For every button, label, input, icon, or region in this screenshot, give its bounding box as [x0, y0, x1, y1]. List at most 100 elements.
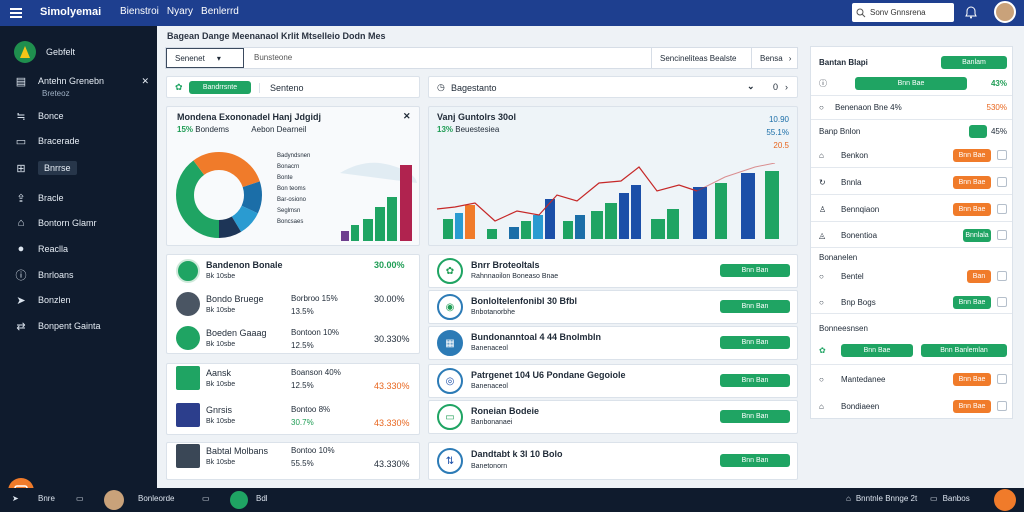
person-col3: 13.5% — [291, 307, 314, 316]
breadcrumb: Bagean Dange Meenanaol Krlit Mtselleio D… — [167, 31, 386, 41]
bell-icon[interactable] — [964, 5, 978, 19]
taskbar-label-2[interactable]: Bonleorde — [138, 494, 175, 503]
checkbox[interactable] — [997, 374, 1007, 384]
right-panel-item-button[interactable]: Bnn Bae — [953, 175, 991, 189]
sidebar-item-6[interactable]: ● Reaclla — [14, 241, 149, 257]
task-action-button[interactable]: Bnn Ban — [720, 300, 790, 313]
sidebar-item-3[interactable]: ⊞ Bnrrse — [14, 160, 149, 176]
sidebar-item-4[interactable]: ⇪ Bracle — [14, 190, 149, 206]
right-panel-item-button[interactable]: Ban — [967, 269, 991, 283]
sidebar-item-7[interactable]: ⓘ Bnrloans — [14, 267, 149, 283]
sidebar-item-8[interactable]: ➤ Bonzlen — [14, 292, 149, 308]
close-icon[interactable]: ✕ — [141, 75, 149, 86]
filter-bar-right: ◷ Bagestanto ⌄ 0 › — [428, 76, 798, 98]
nav-link-2[interactable]: Nyary — [166, 6, 194, 17]
top-bar: Simolyemai Bienstroi Nyary Benlerrd Sonv… — [0, 0, 1024, 26]
task-title[interactable]: Patrgenet 104 U6 Pondane Gegoiole — [471, 370, 626, 380]
taskbar-label-3[interactable]: Bdl — [256, 494, 268, 503]
person-name[interactable]: Babtal Molbans — [206, 446, 269, 456]
nav-link-1[interactable]: Bienstroi — [120, 6, 159, 17]
send-icon: ➤ — [16, 294, 26, 307]
checkbox[interactable] — [997, 230, 1007, 240]
bar-chart-card: Vanj Guntolrs 30ol 13% Beuestesiea 10.90… — [428, 106, 798, 246]
taskbar-avatar[interactable] — [104, 490, 124, 510]
checkbox[interactable] — [997, 150, 1007, 160]
task-action-button[interactable]: Bnn Ban — [720, 454, 790, 467]
task-title[interactable]: Dandtabt k 3l 10 Bolo — [471, 449, 563, 459]
sidebar-item-5[interactable]: ⌂ Bontorn Glamr — [14, 215, 149, 231]
close-icon[interactable]: ✕ — [403, 111, 411, 121]
sidebar-item-9[interactable]: ⇄ Bonpent Gainta — [14, 318, 149, 334]
app-brand: Simolyemai — [40, 6, 102, 18]
chevron-right-icon[interactable]: › — [785, 82, 788, 92]
sidebar-item-label: Bonzlen — [38, 295, 71, 305]
taskbar-item-1[interactable]: ➤ — [12, 494, 19, 503]
nav-link-3[interactable]: Benlerrd — [201, 6, 239, 17]
task-title[interactable]: Roneian Bodeie — [471, 406, 540, 416]
taskbar-app-icon[interactable] — [230, 491, 248, 509]
right-panel-title: Bantan Blapi — [819, 57, 868, 67]
sidebar-item-label: Reaclla — [38, 244, 69, 254]
right-panel-item-button[interactable]: Bnn Bae — [953, 148, 991, 162]
chart1-legend: Badyndsnen Bonacrn Bonte Bon teoms Bar-o… — [277, 151, 310, 228]
taskbar-fab[interactable] — [994, 489, 1016, 511]
section3-button-1[interactable]: Bnn Bae — [841, 343, 913, 357]
sidebar-item-2[interactable]: ▭ Bracerade — [14, 133, 149, 149]
filter-field[interactable]: Bunsteone — [254, 53, 293, 62]
right-panel-item-button[interactable]: Bnn Bae — [953, 399, 991, 413]
task-action-button[interactable]: Bnn Ban — [720, 374, 790, 387]
checkbox[interactable] — [997, 297, 1007, 307]
right-panel-item-button[interactable]: Bnnlala — [963, 228, 991, 242]
task-action-button[interactable]: Bnn Ban — [720, 410, 790, 423]
taskbar-label-1[interactable]: Bnre — [38, 494, 55, 503]
task-title[interactable]: Bundonanntoal 4 44 Bnolmbln — [471, 332, 601, 342]
sidebar-item-1[interactable]: ≒ Bonce — [14, 108, 149, 124]
task-title[interactable]: Bonloltelenfonibl 30 Bfbl — [471, 296, 577, 306]
hamburger-menu-icon[interactable] — [8, 5, 24, 21]
person-col2: Borbroo 15% — [291, 294, 338, 303]
section3-button-2[interactable]: Bnn Banlemlan — [921, 343, 1007, 357]
toolbar-option-2[interactable]: Bensa › — [751, 48, 798, 68]
checkbox[interactable] — [997, 177, 1007, 187]
filter-text[interactable]: Senteno — [259, 83, 304, 93]
person-icon: ♙ — [819, 204, 827, 214]
task-sub: Banenaceol — [471, 383, 508, 390]
person-name[interactable]: Bondo Bruege — [206, 294, 264, 304]
right-panel-header-button[interactable]: Banlam — [941, 55, 1007, 69]
task-action-button[interactable]: Bnn Ban — [720, 336, 790, 349]
sidebar-item-0[interactable]: ▤ Antehn Grenebn ✕ — [14, 73, 149, 89]
search-input[interactable]: Sonv Gnnsrena — [852, 3, 954, 22]
checkbox[interactable] — [997, 271, 1007, 281]
screen-icon[interactable]: ▭ — [202, 494, 210, 503]
filter-select[interactable]: Senenet ▾ — [166, 48, 244, 68]
taskbar-right-2[interactable]: ▭ Banbos — [930, 494, 970, 503]
right-panel-action-button[interactable]: Bnn Bae — [855, 76, 967, 90]
checkbox[interactable] — [997, 401, 1007, 411]
info-icon: ⓘ — [819, 78, 827, 88]
sidebar-item-label: Antehn Grenebn — [38, 76, 105, 86]
person-name[interactable]: Aansk — [206, 368, 232, 378]
task-title[interactable]: Bnrr Broteoltals — [471, 260, 540, 270]
right-panel-item-label: Bondiaeen — [841, 401, 880, 411]
filter-pill[interactable]: Bandrrsnte — [189, 81, 251, 94]
person-icon: ○ — [819, 271, 824, 281]
right-panel-item-button[interactable]: Bnn Bae — [953, 295, 991, 309]
toolbar-option-1[interactable]: Sencineliteas Bealste — [651, 48, 751, 68]
donut-chart-card: Mondena Exononadel Hanj Jdgidj ✕ 15% Bon… — [166, 106, 420, 246]
search-icon: ○ — [819, 297, 824, 307]
right-panel-item-button[interactable]: Bnn Bae — [953, 202, 991, 216]
taskbar-right-1[interactable]: ⌂ Bnntnle Bnnge 2t — [846, 494, 917, 503]
person-col3: 30.7% — [291, 418, 314, 427]
user-avatar[interactable] — [994, 1, 1016, 23]
right-panel-item-button[interactable]: Bnn Bae — [953, 372, 991, 386]
chevron-right-icon: › — [788, 53, 792, 63]
person-name[interactable]: Bandenon Bonale — [206, 260, 283, 270]
person-name[interactable]: Gnrsis — [206, 405, 233, 415]
chevron-down-icon[interactable]: ⌄ — [747, 81, 755, 91]
screen-icon[interactable]: ▭ — [76, 494, 84, 503]
filter-right-text[interactable]: Bagestanto — [451, 83, 497, 93]
task-card-3: ◎ Patrgenet 104 U6 Pondane Gegoiole Bane… — [428, 364, 798, 398]
checkbox[interactable] — [997, 204, 1007, 214]
person-name[interactable]: Boeden Gaaag — [206, 328, 267, 338]
task-action-button[interactable]: Bnn Ban — [720, 264, 790, 277]
